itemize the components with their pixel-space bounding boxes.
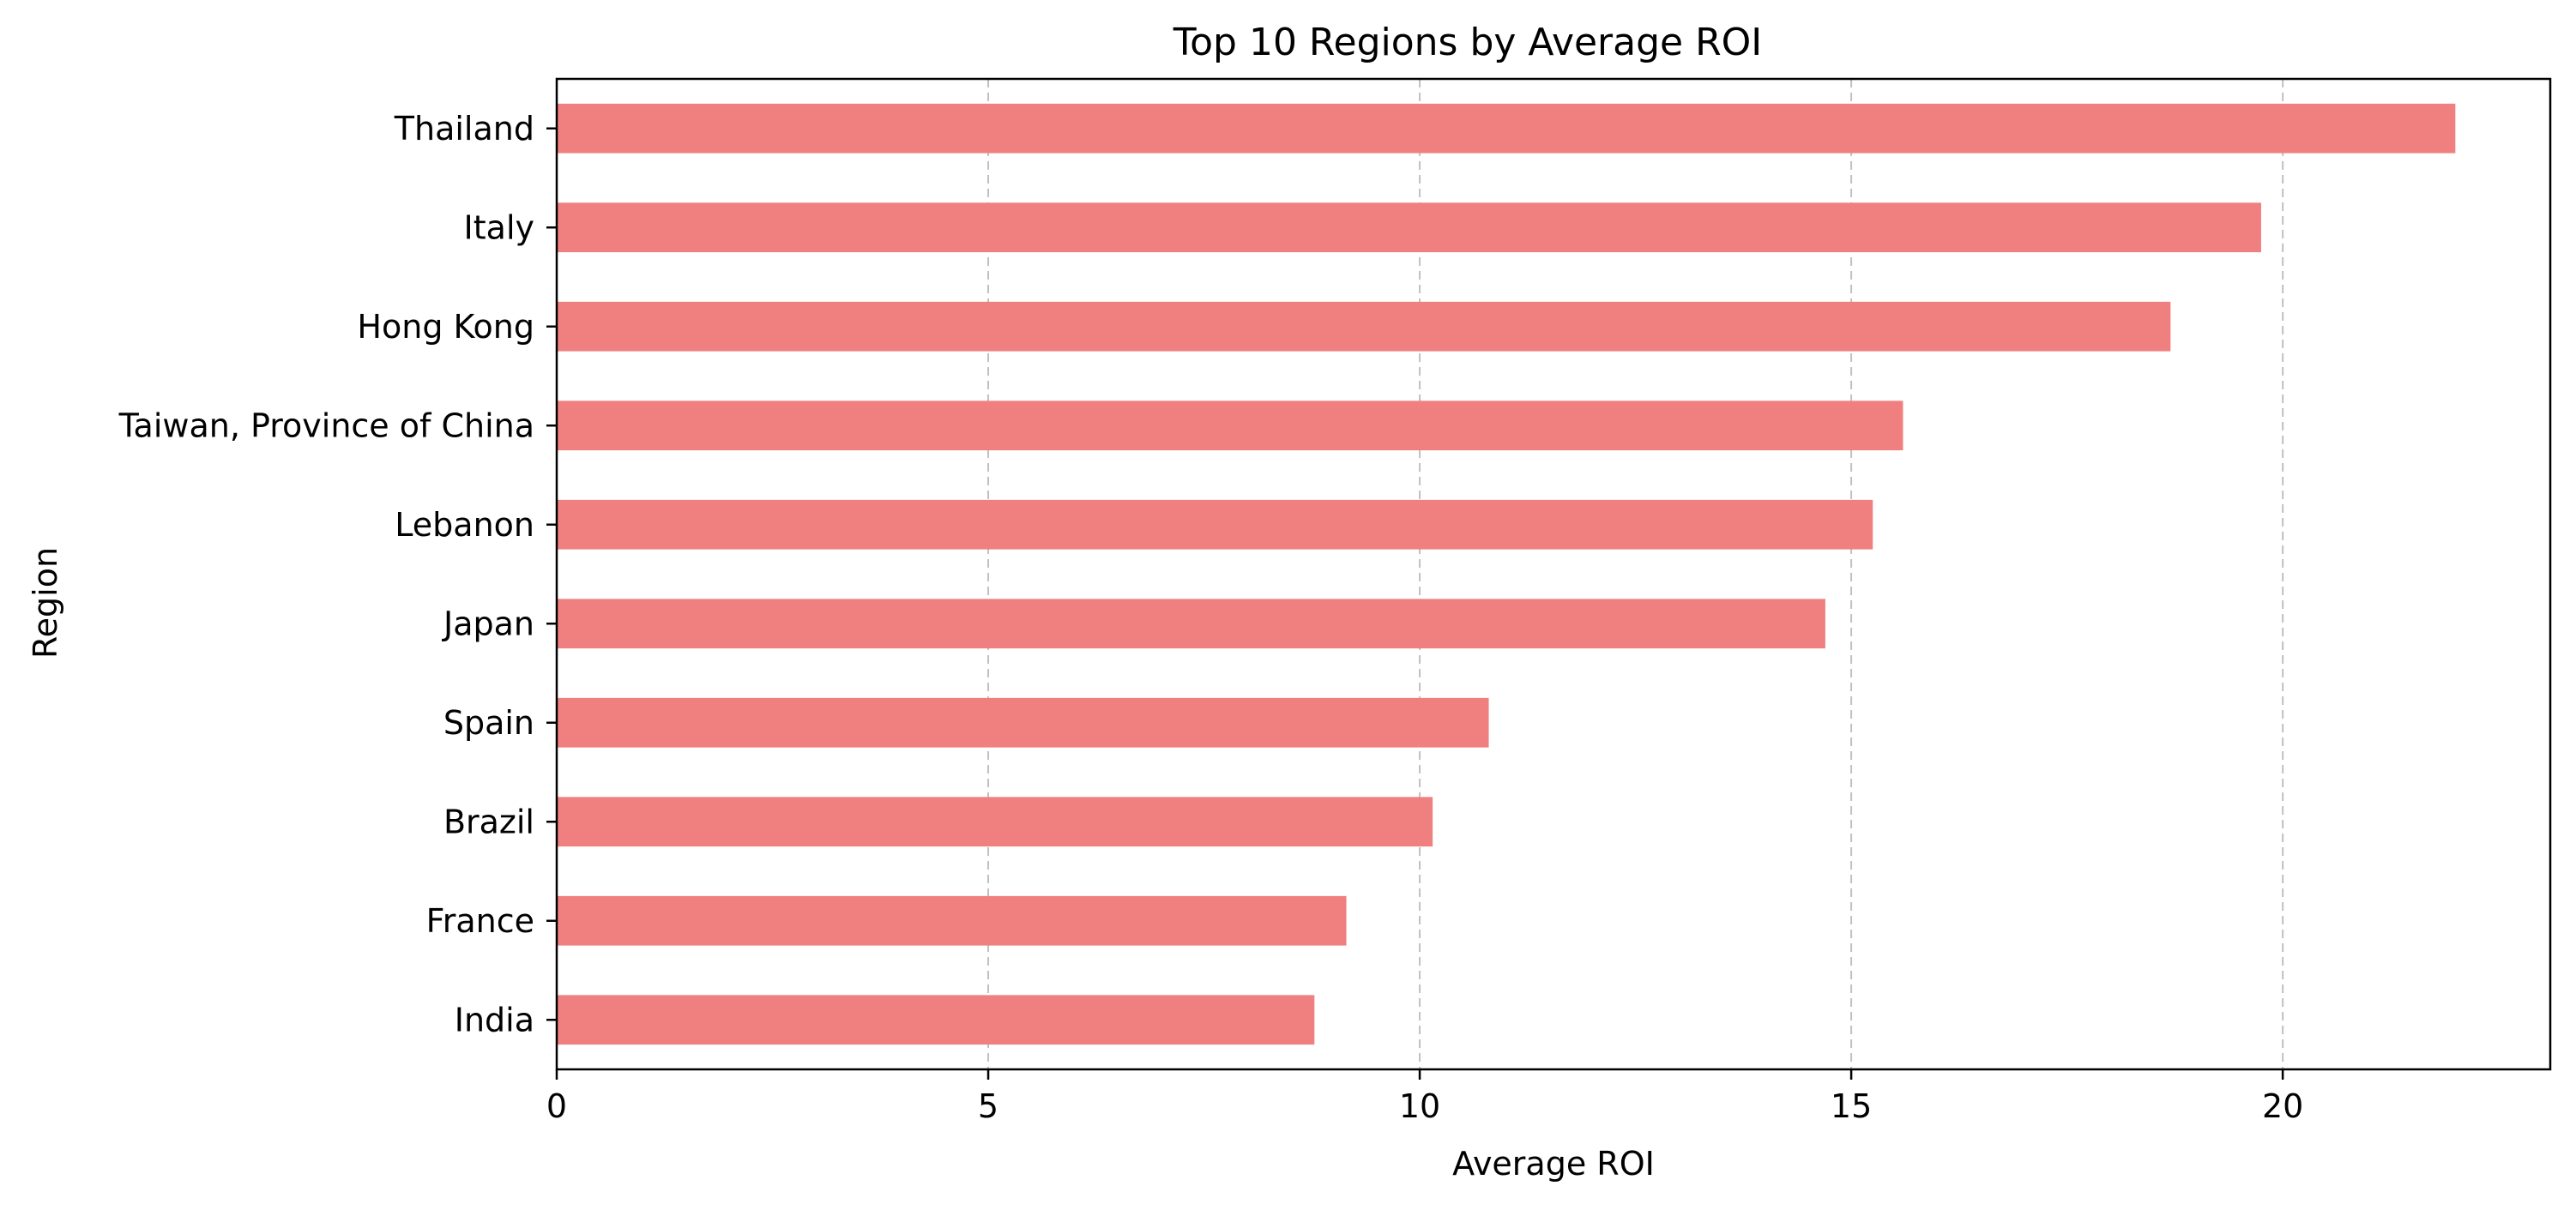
x-axis-label: Average ROI xyxy=(1452,1145,1655,1183)
bar xyxy=(557,103,2456,154)
y-tick-label: Lebanon xyxy=(395,506,534,544)
x-tick-label: 0 xyxy=(546,1087,567,1125)
bar xyxy=(557,400,1903,451)
bar xyxy=(557,301,2171,352)
x-tick-label: 10 xyxy=(1399,1087,1440,1125)
bar xyxy=(557,599,1825,649)
bar xyxy=(557,202,2261,253)
bar xyxy=(557,995,1315,1045)
bar xyxy=(557,499,1873,550)
y-tick-label: Italy xyxy=(464,208,534,246)
bars-layer xyxy=(557,103,2456,1045)
y-ticks-layer: Thailand Italy Hong Kong Taiwan, Province o… xyxy=(118,110,557,1038)
y-tick-label: India xyxy=(455,1001,534,1038)
chart-title: Top 10 Regions by Average ROI xyxy=(1173,21,1763,64)
x-tick-label: 20 xyxy=(2262,1087,2303,1125)
y-axis-label: Region xyxy=(27,547,64,659)
y-tick-label: Hong Kong xyxy=(357,308,534,346)
bar xyxy=(557,895,1347,946)
x-tick-label: 5 xyxy=(978,1087,998,1125)
y-tick-label: Brazil xyxy=(443,803,534,840)
x-tick-label: 15 xyxy=(1831,1087,1872,1125)
y-tick-label: Japan xyxy=(442,605,534,642)
y-tick-label: Spain xyxy=(443,704,534,742)
bar xyxy=(557,797,1433,847)
y-tick-label: Taiwan, Province of China xyxy=(118,406,534,444)
y-tick-label: Thailand xyxy=(394,110,534,147)
plot-frame xyxy=(555,77,2552,1071)
y-tick-label: France xyxy=(426,902,534,940)
x-ticks-layer: 0 5 10 15 20 xyxy=(546,1069,2303,1125)
bar xyxy=(557,697,1489,748)
